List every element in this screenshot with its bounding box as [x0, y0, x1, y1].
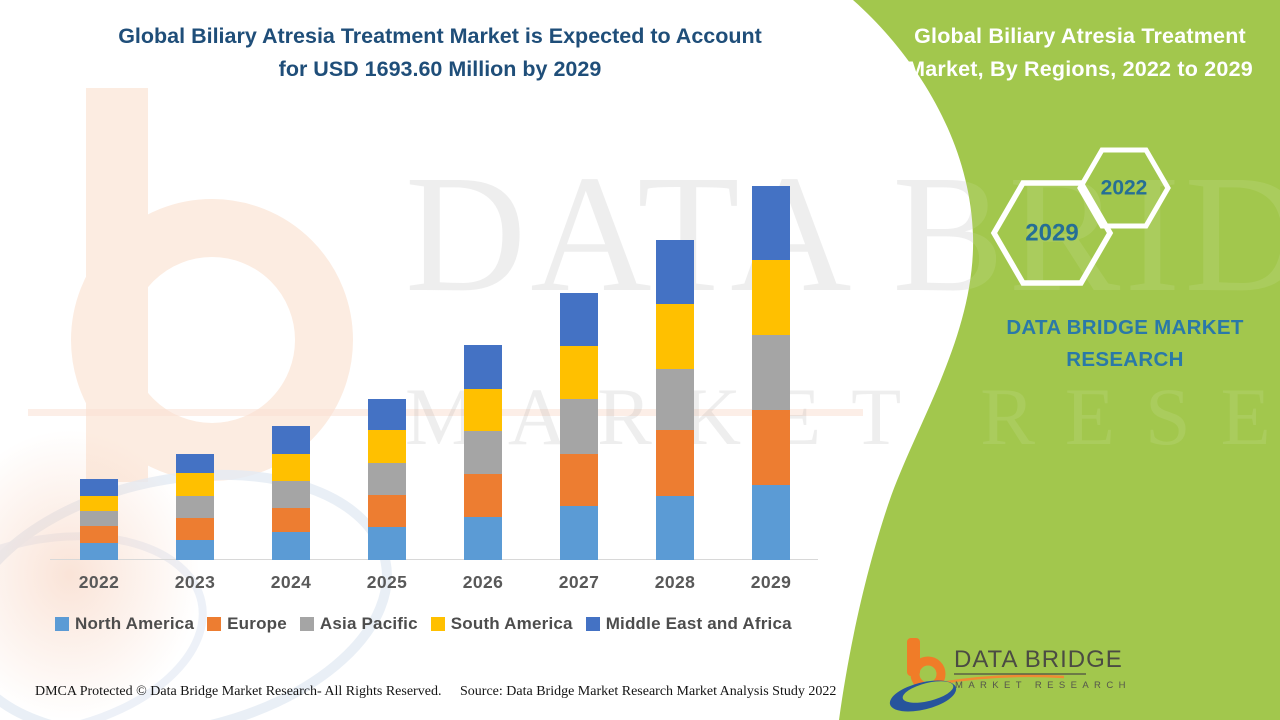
hexagon-years: 2029 2022 [990, 147, 1171, 286]
bar-segment [752, 334, 790, 410]
logo-name-text: DATA BRIDGE [954, 646, 1123, 673]
bar-segment [80, 478, 118, 496]
bar-segment [176, 495, 214, 518]
bar-segment [80, 495, 118, 511]
chart-title: Global Biliary Atresia Treatment Market … [58, 20, 822, 86]
side-panel-title: Global Biliary Atresia Treatment Market,… [888, 20, 1272, 86]
bar-segment [80, 543, 118, 560]
legend-item: Europe [207, 614, 287, 634]
bar-segment [464, 517, 502, 560]
logo-sub-text: MARKET RESEARCH [955, 680, 1131, 691]
plot-area: 2022 2023 2024 2025 2026 2027 2028 2029 [50, 186, 818, 592]
bar-segment [560, 292, 598, 346]
legend-item: North America [55, 614, 194, 634]
bar-segment [272, 454, 310, 481]
bar-segment [752, 409, 790, 485]
bar-segment [464, 389, 502, 431]
corner-peach-glow [0, 430, 200, 720]
legend-label: Middle East and Africa [605, 614, 792, 633]
bar-segment [656, 240, 694, 305]
bar-segment [176, 473, 214, 496]
bar-segment [752, 259, 790, 335]
bar-segment [272, 480, 310, 509]
logo-blue-swoosh-cutout [902, 681, 954, 703]
chart-title-line2: for USD 1693.60 Million by 2029 [278, 57, 602, 81]
footer-dmca: DMCA Protected © Data Bridge Market Rese… [35, 684, 442, 699]
b-watermark-bowl [71, 199, 353, 481]
brand-wordmark-line2: RESEARCH [1066, 348, 1184, 371]
legend-label: Europe [227, 614, 287, 633]
bar-segment [656, 495, 694, 560]
side-panel-title-line1: Global Biliary Atresia Treatment [914, 24, 1246, 48]
x-axis-line [50, 559, 818, 560]
legend-item: Middle East and Africa [585, 614, 792, 634]
hexagon-year-2022: 2022 [1101, 177, 1148, 200]
legend-swatch [585, 617, 600, 631]
bar-segment [752, 484, 790, 560]
databridge-logo: DATA BRIDGE MARKET RESEARCH [889, 638, 1131, 712]
bar-segment [464, 430, 502, 475]
legend-item: South America [430, 614, 573, 634]
x-axis-year-label: 2022 [78, 572, 120, 592]
bar-segment [368, 463, 406, 496]
legend-swatch [430, 617, 445, 631]
bar-segment [176, 517, 214, 540]
hexagon-2022-outline [1077, 147, 1171, 229]
x-axis-year-label: 2023 [174, 572, 216, 592]
legend-label: North America [75, 614, 195, 633]
bar-segment [272, 425, 310, 455]
x-axis-year-label: 2026 [462, 572, 504, 592]
background-peach-band [28, 409, 863, 416]
bar-segment [368, 495, 406, 528]
legend-item: Asia Pacific [299, 614, 418, 634]
x-axis-year-label: 2024 [270, 572, 312, 592]
logo-orange-swoosh [940, 674, 1065, 685]
bar-segment [560, 399, 598, 454]
bar-segment [464, 474, 502, 518]
bar-segment [176, 539, 214, 560]
bar-segment [272, 508, 310, 533]
brand-wordmark-line1: DATA BRIDGE MARKET [1006, 316, 1244, 339]
x-axis-year-label: 2027 [558, 572, 600, 592]
legend-label: Asia Pacific [319, 614, 418, 633]
bar-segment [560, 505, 598, 560]
legend-swatch [207, 617, 222, 631]
bar-segment [80, 525, 118, 544]
legend: North America Europe Asia Pacific South Ame… [55, 614, 792, 634]
bar-segment [368, 527, 406, 560]
bar-segment [560, 454, 598, 506]
bar-segment [656, 304, 694, 369]
side-panel-title-line2: Market, By Regions, 2022 to 2029 [907, 57, 1253, 81]
brand-wordmark: DATA BRIDGE MARKET RESEARCH [958, 312, 1280, 376]
bar-segment [80, 510, 118, 526]
bar-segment [272, 532, 310, 560]
chart-title-line1: Global Biliary Atresia Treatment Market … [118, 24, 762, 48]
x-axis-year-label: 2025 [366, 572, 408, 592]
hexagon-2029-outline [990, 180, 1114, 286]
bar-segment [752, 186, 790, 260]
legend-swatch [55, 617, 69, 631]
bar-segment [368, 429, 406, 464]
background-b-watermark [71, 88, 353, 482]
green-panel-shape [839, 0, 1280, 720]
bar-segment [464, 345, 502, 390]
bar-segment [656, 430, 694, 496]
bar-segment [176, 454, 214, 474]
hexagon-year-2029: 2029 [1025, 220, 1078, 247]
footer-source: Source: Data Bridge Market Research Mark… [460, 684, 837, 699]
legend-swatch [299, 617, 314, 631]
bar-segment [560, 345, 598, 399]
x-axis-year-label: 2029 [750, 572, 792, 592]
x-axis-year-label: 2028 [654, 572, 696, 592]
bar-segment [368, 399, 406, 430]
legend-label: South America [450, 614, 573, 633]
bar-segment [656, 368, 694, 431]
